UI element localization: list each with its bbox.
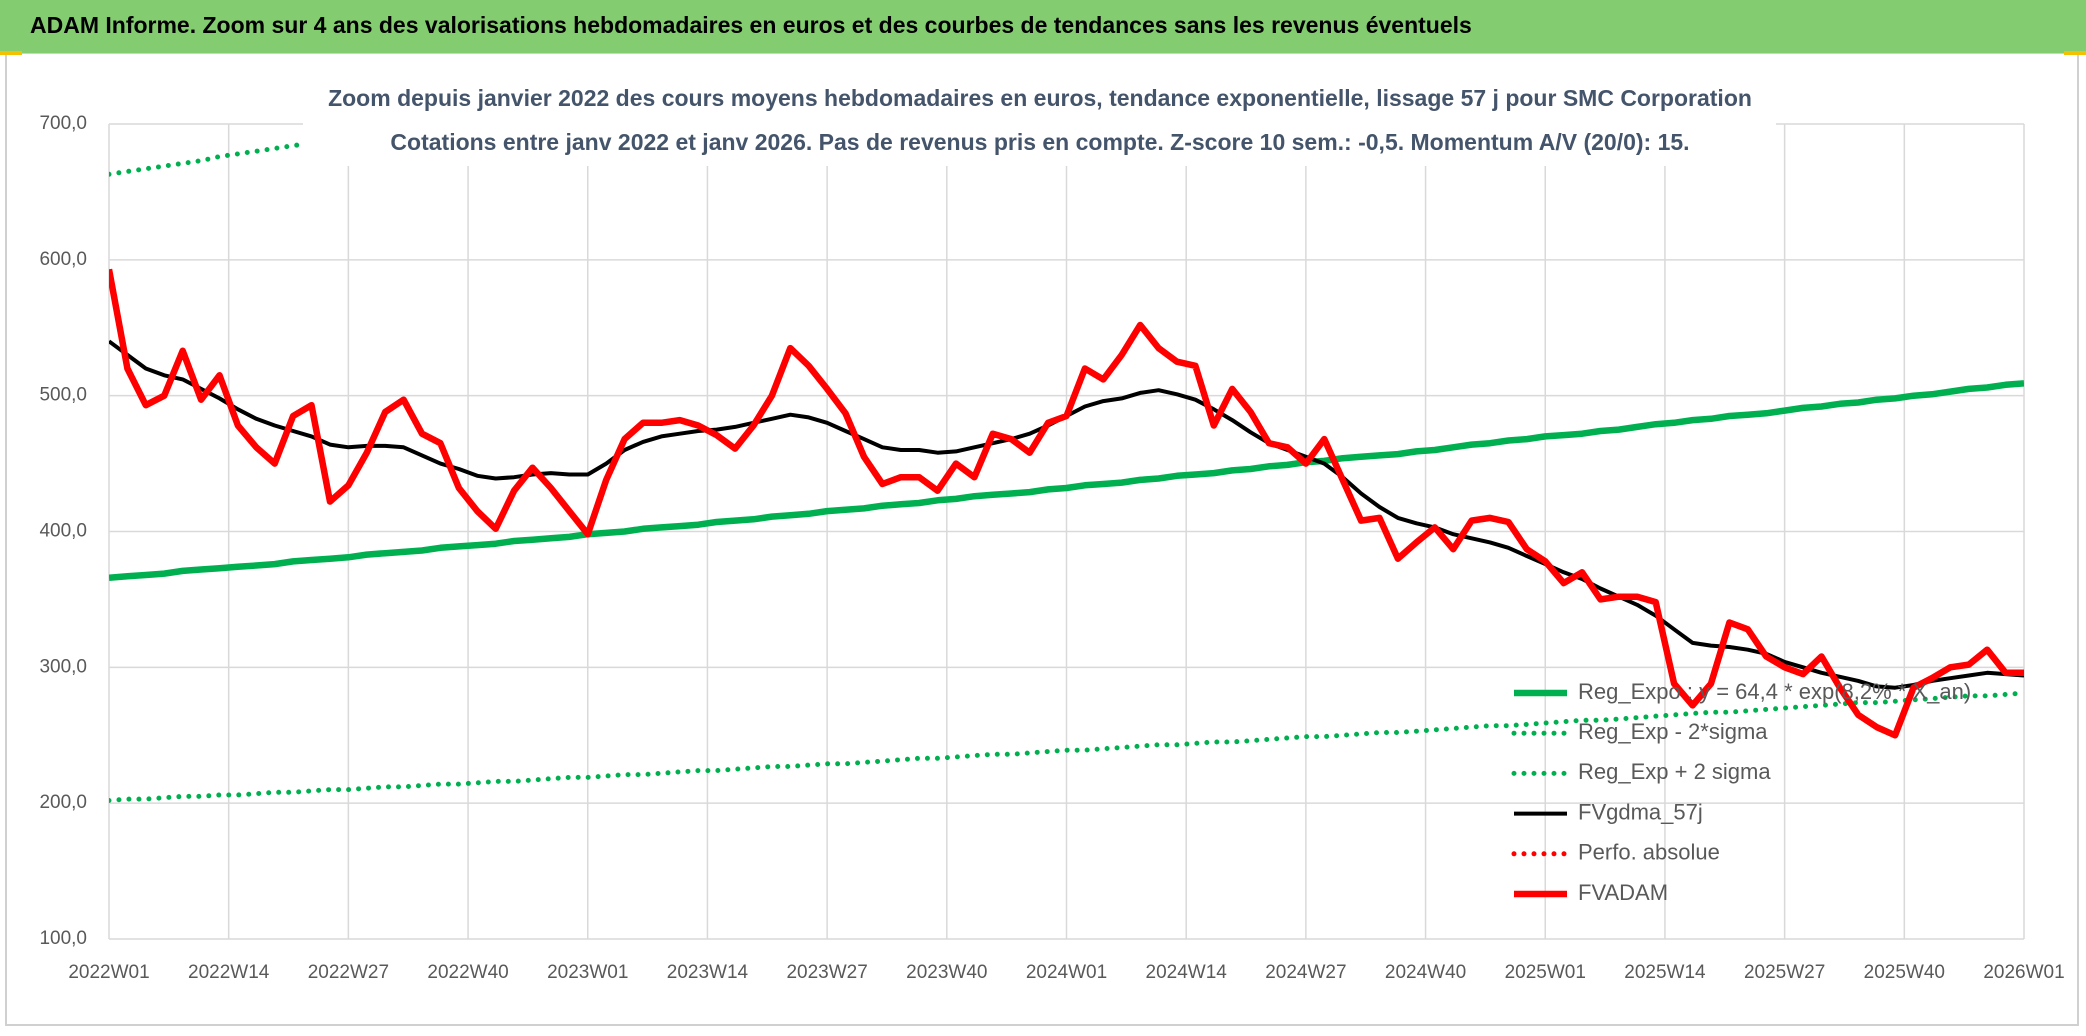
x-tick-label: 2022W40	[427, 962, 508, 983]
y-tick-label: 400,0	[39, 521, 87, 542]
x-tick-label: 2023W40	[906, 962, 987, 983]
corner-accent	[2064, 51, 2086, 55]
chart-frame	[5, 52, 2079, 1026]
x-tick-label: 2023W01	[547, 962, 628, 983]
x-tick-label: 2024W27	[1265, 962, 1346, 983]
x-tick-label: 2022W01	[68, 962, 149, 983]
x-tick-label: 2025W27	[1744, 962, 1825, 983]
x-tick-label: 2024W40	[1385, 962, 1466, 983]
chart-subtitle: Zoom depuis janvier 2022 des cours moyen…	[328, 85, 1752, 111]
x-tick-label: 2025W01	[1505, 962, 1586, 983]
series-line	[109, 380, 2024, 581]
y-tick-label: 600,0	[39, 249, 87, 270]
x-tick-label: 2023W14	[667, 962, 749, 983]
y-tick-label: 700,0	[39, 113, 87, 134]
x-tick-label: 2022W14	[188, 962, 270, 983]
legend-label: Reg_Exp + 2 sigma	[1578, 759, 1771, 784]
header-bar	[0, 0, 2086, 53]
x-tick-label: 2025W14	[1624, 962, 1706, 983]
x-tick-label: 2024W01	[1026, 962, 1107, 983]
legend-label: Reg_Exp - 2*sigma	[1578, 719, 1768, 744]
x-tick-label: 2023W27	[786, 962, 867, 983]
legend-label: Reg_Expo : y = 64,4 * exp(8,2% * X_an)	[1578, 679, 1971, 704]
y-tick-label: 100,0	[39, 928, 87, 949]
y-tick-label: 200,0	[39, 792, 87, 813]
y-tick-label: 300,0	[39, 656, 87, 677]
corner-accent	[0, 51, 22, 55]
legend-label: FVADAM	[1578, 880, 1668, 905]
y-tick-label: 500,0	[39, 385, 87, 406]
x-tick-label: 2024W14	[1146, 962, 1228, 983]
series-line	[109, 268, 2024, 739]
legend: Reg_Expo : y = 64,4 * exp(8,2% * X_an) Re…	[1511, 679, 1971, 905]
chart-subtitle: Cotations entre janv 2022 et janv 2026. …	[390, 129, 1689, 155]
page-title: ADAM Informe. Zoom sur 4 ans des valoris…	[30, 12, 1472, 38]
x-tick-label: 2026W01	[1983, 962, 2064, 983]
plot-lines	[109, 124, 2024, 803]
subtitle-box	[303, 78, 1776, 166]
legend-label: Perfo. absolue	[1578, 840, 1720, 865]
x-tick-label: 2025W40	[1864, 962, 1945, 983]
x-tick-label: 2022W27	[308, 962, 389, 983]
legend-label: FVgdma_57j	[1578, 799, 1703, 824]
series-line	[109, 690, 2024, 803]
